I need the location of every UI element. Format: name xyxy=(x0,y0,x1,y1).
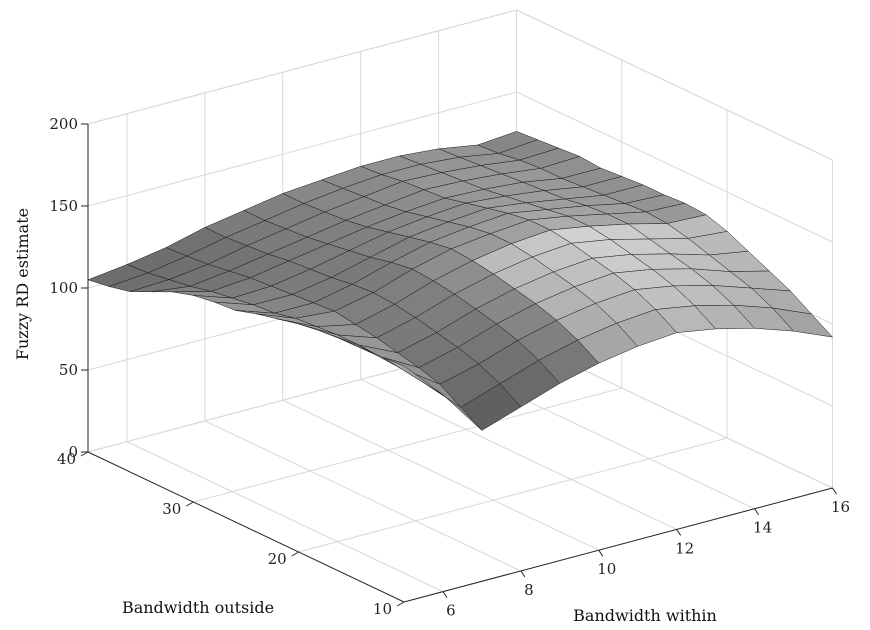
box-edge xyxy=(516,9,833,161)
z-axis-title: Fuzzy RD estimate xyxy=(13,208,32,360)
back-wall-gridline xyxy=(87,91,517,207)
x-tick-label: 10 xyxy=(597,560,616,578)
x-tick-mark xyxy=(442,591,448,598)
tick-labels: 6 8 10 12 14 16 10 20 30 400 50 100 150 200 xyxy=(49,115,850,620)
y-tick-mark xyxy=(80,451,89,457)
x-tick-label: 6 xyxy=(446,602,456,620)
floor-gridline xyxy=(298,437,728,553)
y-tick-label: 40 xyxy=(57,450,76,468)
x-tick-mark xyxy=(676,529,682,536)
x-tick-mark xyxy=(754,508,760,516)
x-tick-label: 16 xyxy=(831,498,850,516)
floor-gridline xyxy=(360,379,677,530)
x-tick-mark xyxy=(598,549,604,557)
x-axis-line xyxy=(403,487,833,603)
y-tick-mark xyxy=(396,601,405,607)
y-axis-line xyxy=(87,451,405,603)
y-tick-label: 10 xyxy=(373,600,392,618)
y-tick-mark xyxy=(186,501,194,507)
y-tick-mark xyxy=(291,551,299,557)
x-tick-label: 14 xyxy=(753,519,772,537)
x-tick-mark xyxy=(832,487,837,495)
y-tick-label: 20 xyxy=(268,550,287,568)
z-tick-label: 100 xyxy=(49,279,78,297)
y-axis-title: Bandwidth outside xyxy=(122,598,274,617)
z-tick-label: 150 xyxy=(49,197,78,215)
surface-mesh xyxy=(87,131,833,431)
x-axis-title: Bandwidth within xyxy=(573,606,717,625)
floor-gridline xyxy=(126,441,444,593)
floor-gridline xyxy=(204,420,522,572)
box-edge xyxy=(87,9,517,125)
y-tick-label: 30 xyxy=(162,500,181,518)
z-tick-label: 200 xyxy=(49,115,78,133)
side-wall-gridline xyxy=(516,91,833,243)
z-tick-label: 50 xyxy=(59,361,78,379)
floor-gridline xyxy=(193,387,622,503)
axis-lines xyxy=(80,123,837,607)
x-tick-label: 8 xyxy=(524,581,534,599)
x-tick-mark xyxy=(520,570,526,578)
floor-gridline xyxy=(282,399,599,551)
x-tick-label: 12 xyxy=(675,539,694,557)
surface-facet xyxy=(382,357,444,396)
z-tick-label: 0 xyxy=(68,443,78,461)
